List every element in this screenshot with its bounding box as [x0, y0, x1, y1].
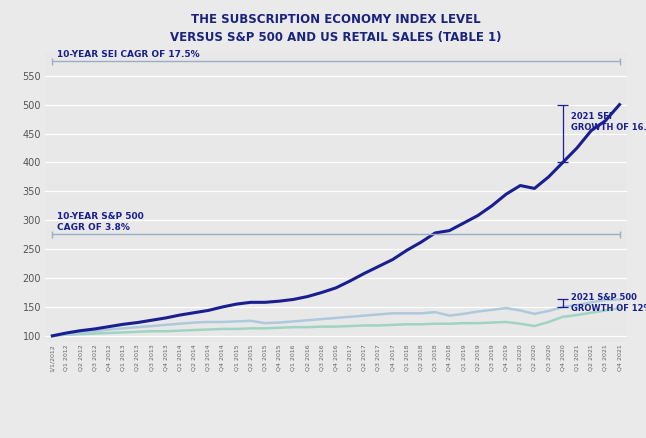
- Text: 10-YEAR S&P 500
CAGR OF 3.8%: 10-YEAR S&P 500 CAGR OF 3.8%: [57, 212, 143, 232]
- Text: 2021 SEI
GROWTH OF 16.2%: 2021 SEI GROWTH OF 16.2%: [571, 112, 646, 132]
- Title: THE SUBSCRIPTION ECONOMY INDEX LEVEL
VERSUS S&P 500 AND US RETAIL SALES (TABLE 1: THE SUBSCRIPTION ECONOMY INDEX LEVEL VER…: [170, 14, 502, 44]
- Text: 2021 S&P 500
GROWTH OF 12%: 2021 S&P 500 GROWTH OF 12%: [571, 293, 646, 313]
- Text: 10-YEAR SEI CAGR OF 17.5%: 10-YEAR SEI CAGR OF 17.5%: [57, 50, 199, 59]
